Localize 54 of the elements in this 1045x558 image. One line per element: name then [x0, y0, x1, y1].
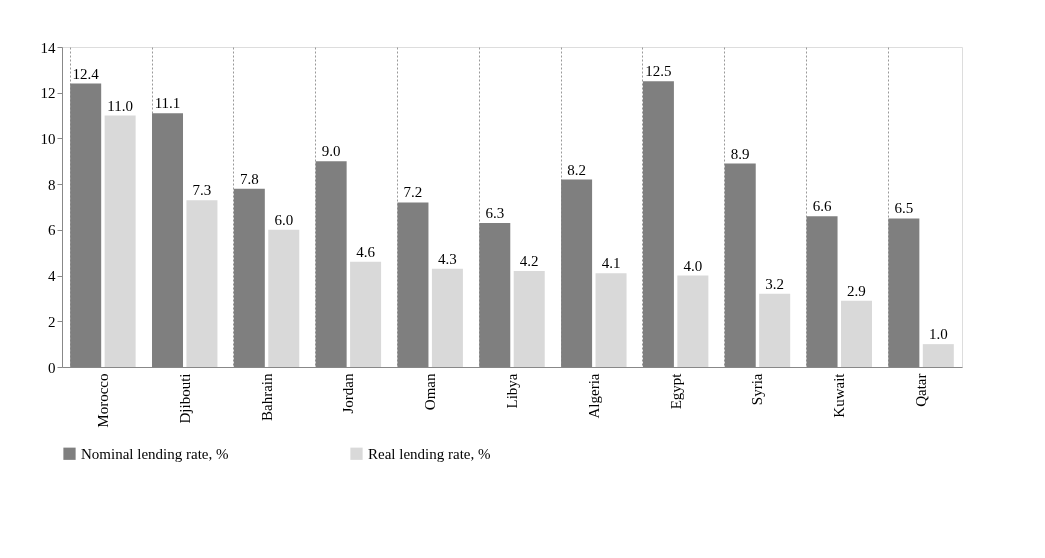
data-label: 4.2: [519, 253, 539, 269]
data-label: 6.6: [812, 198, 832, 215]
data-label: 4.1: [601, 255, 621, 272]
data-label: 6.3: [485, 205, 505, 221]
data-label: 6.5: [894, 200, 914, 217]
data-label: 8.2: [567, 161, 586, 178]
y-tick-label: 6: [48, 222, 56, 239]
bar: [431, 268, 463, 367]
data-label: 4.0: [683, 257, 703, 274]
bar: [759, 293, 791, 367]
x-tick-label: Morocco: [94, 373, 111, 428]
legend-label: Real lending rate, %: [368, 445, 491, 462]
bar: [104, 115, 136, 367]
x-tick-label: Djibouti: [176, 373, 193, 424]
y-tick-label: 10: [40, 130, 56, 147]
data-label: 12.4: [72, 65, 100, 82]
bar: [922, 344, 954, 367]
data-label: 4.6: [356, 243, 376, 260]
data-label: 2.9: [847, 282, 866, 299]
x-tick-label: Libya: [504, 373, 520, 409]
data-label: 7.2: [403, 184, 423, 201]
bar: [677, 275, 709, 367]
x-tick-label: Syria: [749, 373, 766, 406]
data-label: 3.2: [765, 275, 785, 292]
y-tick-label: 14: [40, 39, 56, 56]
bar: [595, 273, 627, 367]
y-tick-label: 12: [40, 85, 56, 102]
x-tick-label: Jordan: [340, 373, 357, 414]
x-tick-label: Bahrain: [258, 373, 275, 421]
data-label: 4.3: [438, 250, 457, 267]
x-tick-label: Oman: [422, 373, 439, 411]
data-label: 1.0: [928, 326, 948, 343]
data-label: 7.8: [239, 170, 259, 187]
y-tick-label: 2: [48, 313, 56, 330]
legend-label: Nominal lending rate, %: [81, 445, 229, 462]
data-label: 11.1: [154, 95, 181, 112]
data-label: 11.0: [107, 97, 133, 114]
data-label: 9.0: [321, 143, 341, 160]
data-label: 7.3: [192, 182, 212, 199]
y-tick-label: 8: [48, 176, 56, 193]
x-tick-label: Kuwait: [831, 372, 848, 418]
y-tick-label: 4: [48, 268, 56, 285]
bar: [350, 261, 382, 367]
data-label: 6.0: [274, 211, 294, 228]
y-tick-label: 0: [48, 359, 56, 376]
bar: [513, 271, 545, 367]
data-label: 8.9: [730, 145, 750, 162]
bar: [186, 200, 218, 367]
bar: [268, 229, 300, 367]
data-label: 12.5: [645, 63, 672, 80]
x-tick-label: Qatar: [913, 373, 930, 407]
x-tick-label: Algeria: [585, 373, 602, 419]
bar: [841, 300, 872, 367]
x-tick-label: Egypt: [667, 372, 684, 410]
